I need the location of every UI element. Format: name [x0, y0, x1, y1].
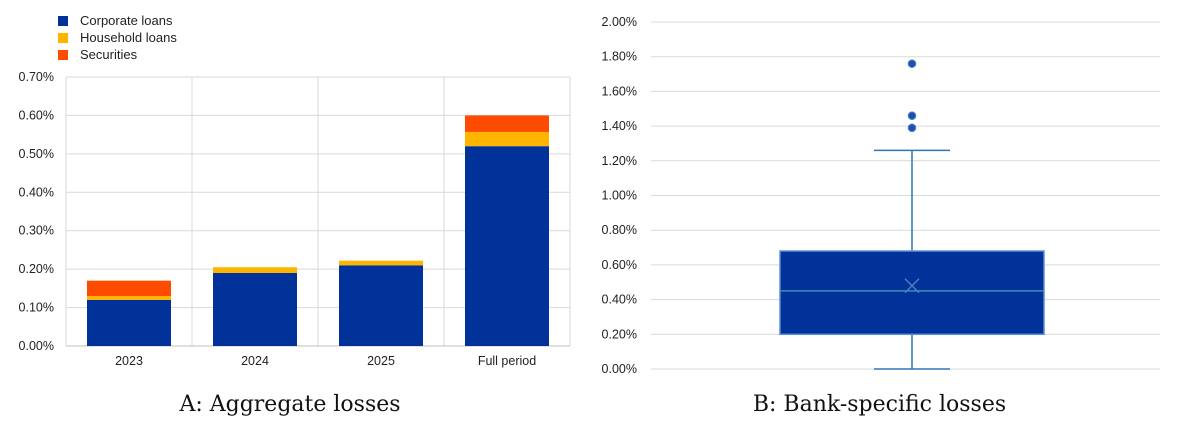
y-tick-label: 0.60% — [602, 258, 637, 272]
legend-swatch-corporate — [58, 15, 68, 26]
y-tick-label: 1.20% — [602, 154, 637, 168]
x-tick-label: 2024 — [241, 354, 269, 368]
x-tick-label: Full period — [478, 354, 536, 368]
y-tick-label: 0.10% — [19, 301, 54, 315]
bar-segment-corporate-loans — [465, 146, 549, 346]
panel-bank-specific-losses: 0.00% 0.20% 0.40% 0.60% 0.80% 1.00% 1.20% 1.40%… — [580, 0, 1179, 423]
y-tick-label: 0.00% — [602, 362, 637, 376]
y-tick-label: 0.20% — [602, 327, 637, 341]
outlier-point — [907, 111, 917, 120]
bar-segment-corporate-loans — [87, 299, 171, 346]
y-tick-label: 1.00% — [602, 189, 637, 203]
y-tick-label: 0.20% — [19, 262, 54, 276]
bar-segment-household-loans — [465, 131, 549, 147]
legend-label-securities: Securities — [80, 47, 138, 62]
legend-item-securities: Securities — [58, 46, 177, 63]
x-tick-label: 2023 — [115, 354, 143, 368]
mean-marker — [904, 278, 920, 294]
bar-segment-securities — [465, 115, 549, 132]
legend: Corporate loans Household loans Securiti… — [58, 12, 177, 63]
legend-item-corporate: Corporate loans — [58, 12, 177, 29]
bar-segment-household-loans — [339, 260, 423, 266]
y-tick-label: 1.60% — [602, 84, 637, 98]
y-tick-label: 0.50% — [19, 147, 54, 161]
y-tick-label: 1.80% — [602, 50, 637, 64]
bar-segment-securities — [87, 280, 171, 297]
caption-a: A: Aggregate losses — [179, 392, 401, 417]
y-tick-label: 0.70% — [19, 70, 54, 84]
y-tick-label: 0.80% — [602, 223, 637, 237]
y-tick-label: 0.60% — [19, 108, 54, 122]
bar-segment-corporate-loans — [213, 272, 297, 346]
panel-aggregate-losses: Corporate loans Household loans Securiti… — [0, 0, 580, 423]
bar-segment-corporate-loans — [339, 265, 423, 346]
y-tick-label: 0.40% — [19, 185, 54, 199]
y-tick-label: 0.00% — [19, 339, 54, 353]
x-tick-label: 2025 — [367, 354, 395, 368]
outlier-point — [907, 59, 917, 68]
legend-label-corporate: Corporate loans — [80, 13, 173, 28]
caption-b: B: Bank-specific losses — [752, 392, 1007, 417]
outlier-point — [907, 123, 917, 133]
bar-segment-household-loans — [87, 296, 171, 300]
legend-item-household: Household loans — [58, 29, 177, 46]
bar-segment-household-loans — [213, 267, 297, 273]
y-tick-label: 1.40% — [602, 119, 637, 133]
stacked-bar-chart: 0.00% 0.10% 0.20% 0.30% 0.40% 0.50% 0.60% 0.70%… — [19, 70, 571, 368]
box-iqr — [779, 250, 1045, 336]
box-plot-chart: 0.00% 0.20% 0.40% 0.60% 0.80% 1.00% 1.20% 1.40%… — [602, 15, 1160, 376]
legend-swatch-household — [58, 32, 68, 43]
y-tick-label: 0.30% — [19, 224, 54, 238]
y-tick-label: 0.40% — [602, 293, 637, 307]
y-tick-label: 2.00% — [602, 15, 637, 29]
legend-swatch-securities — [58, 49, 68, 60]
legend-label-household: Household loans — [80, 30, 177, 45]
